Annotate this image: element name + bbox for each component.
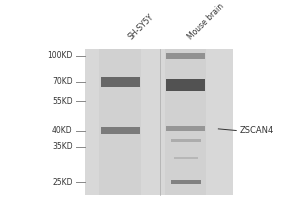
Bar — [166, 79, 205, 91]
Bar — [101, 127, 140, 134]
Text: SH-SY5Y: SH-SY5Y — [126, 12, 155, 41]
Bar — [100, 49, 141, 195]
Bar — [174, 157, 198, 159]
Text: 70KD: 70KD — [52, 77, 73, 86]
Bar — [101, 77, 140, 87]
Bar — [166, 126, 205, 131]
Bar — [165, 49, 206, 195]
Bar — [171, 139, 200, 142]
Bar — [166, 53, 205, 59]
Bar — [171, 180, 200, 184]
Text: 100KD: 100KD — [47, 51, 73, 60]
Text: 25KD: 25KD — [52, 178, 73, 187]
Text: 40KD: 40KD — [52, 126, 73, 135]
Text: Mouse brain: Mouse brain — [186, 2, 225, 41]
Text: ZSCAN4: ZSCAN4 — [239, 126, 273, 135]
Text: 55KD: 55KD — [52, 97, 73, 106]
Text: 35KD: 35KD — [52, 142, 73, 151]
Bar — [85, 49, 233, 195]
